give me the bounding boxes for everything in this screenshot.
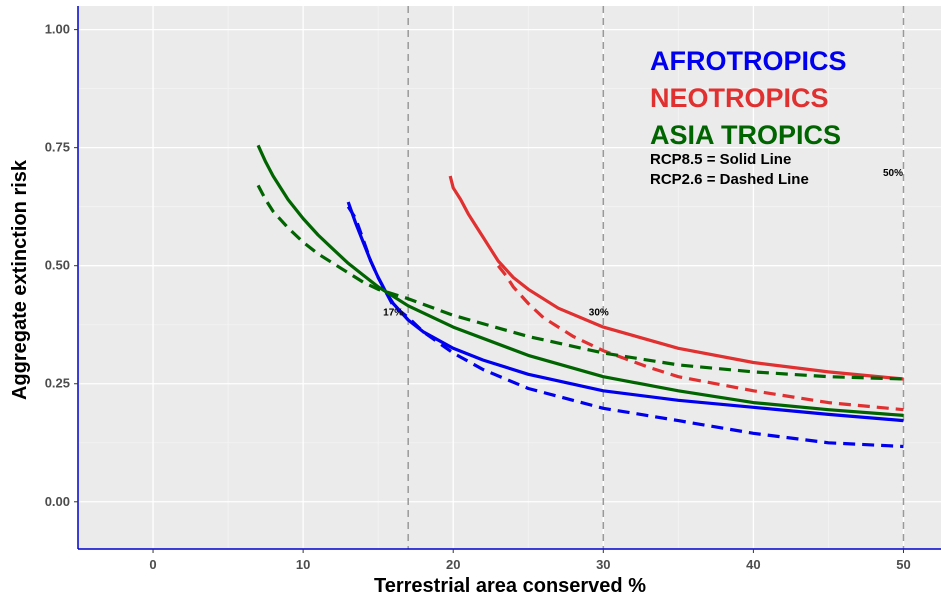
x-tick-label: 40 (746, 557, 760, 572)
y-tick-label: 0.50 (45, 258, 70, 273)
series-asia-tropics-rcp85 (256, 144, 904, 417)
reference-line-label: 30% (589, 307, 609, 318)
x-tick-label: 0 (149, 557, 156, 572)
grid-major (78, 6, 941, 549)
x-tick-label: 10 (296, 557, 310, 572)
series-asia-tropics-rcp26 (256, 184, 904, 381)
y-tick-label: 1.00 (45, 22, 70, 37)
legend-line-note: RCP8.5 = Solid Line (650, 151, 791, 168)
legend-region-neotropics: NEOTROPICS (650, 83, 829, 113)
series-layer (256, 144, 904, 449)
reference-line-label: 17% (383, 307, 403, 318)
legend: AFROTROPICS NEOTROPICS ASIA TROPICSRCP8.5 … (650, 46, 847, 188)
x-axis-ticks: 0 10 20 30 40 50 (149, 549, 911, 572)
y-tick-label: 0.75 (45, 140, 70, 155)
series-neotropics-rcp85 (448, 175, 904, 381)
plot-panel (78, 6, 941, 549)
x-axis-title: Terrestrial area conserved % (374, 575, 646, 597)
series-afrotropics-rcp26 (346, 205, 904, 449)
x-tick-label: 30 (596, 557, 610, 572)
x-tick-label: 20 (446, 557, 460, 572)
y-axis-title: Aggregate extinction risk (9, 159, 31, 400)
y-tick-label: 0.25 (45, 376, 70, 391)
reference-lines (407, 6, 905, 549)
y-axis-ticks: 0.00 0.25 0.50 0.75 1.00 (45, 22, 78, 509)
legend-region-asia-tropics: ASIA TROPICS (650, 120, 841, 150)
legend-line-note: RCP2.6 = Dashed Line (650, 171, 809, 188)
series-afrotropics-rcp85 (346, 201, 904, 423)
x-tick-label: 50 (896, 557, 910, 572)
reference-labels: 17% 30% 50% (383, 168, 903, 318)
series-neotropics-rcp26 (496, 264, 904, 412)
legend-region-afrotropics: AFROTROPICS (650, 46, 847, 76)
y-tick-label: 0.00 (45, 494, 70, 509)
reference-line-label: 50% (883, 168, 903, 179)
